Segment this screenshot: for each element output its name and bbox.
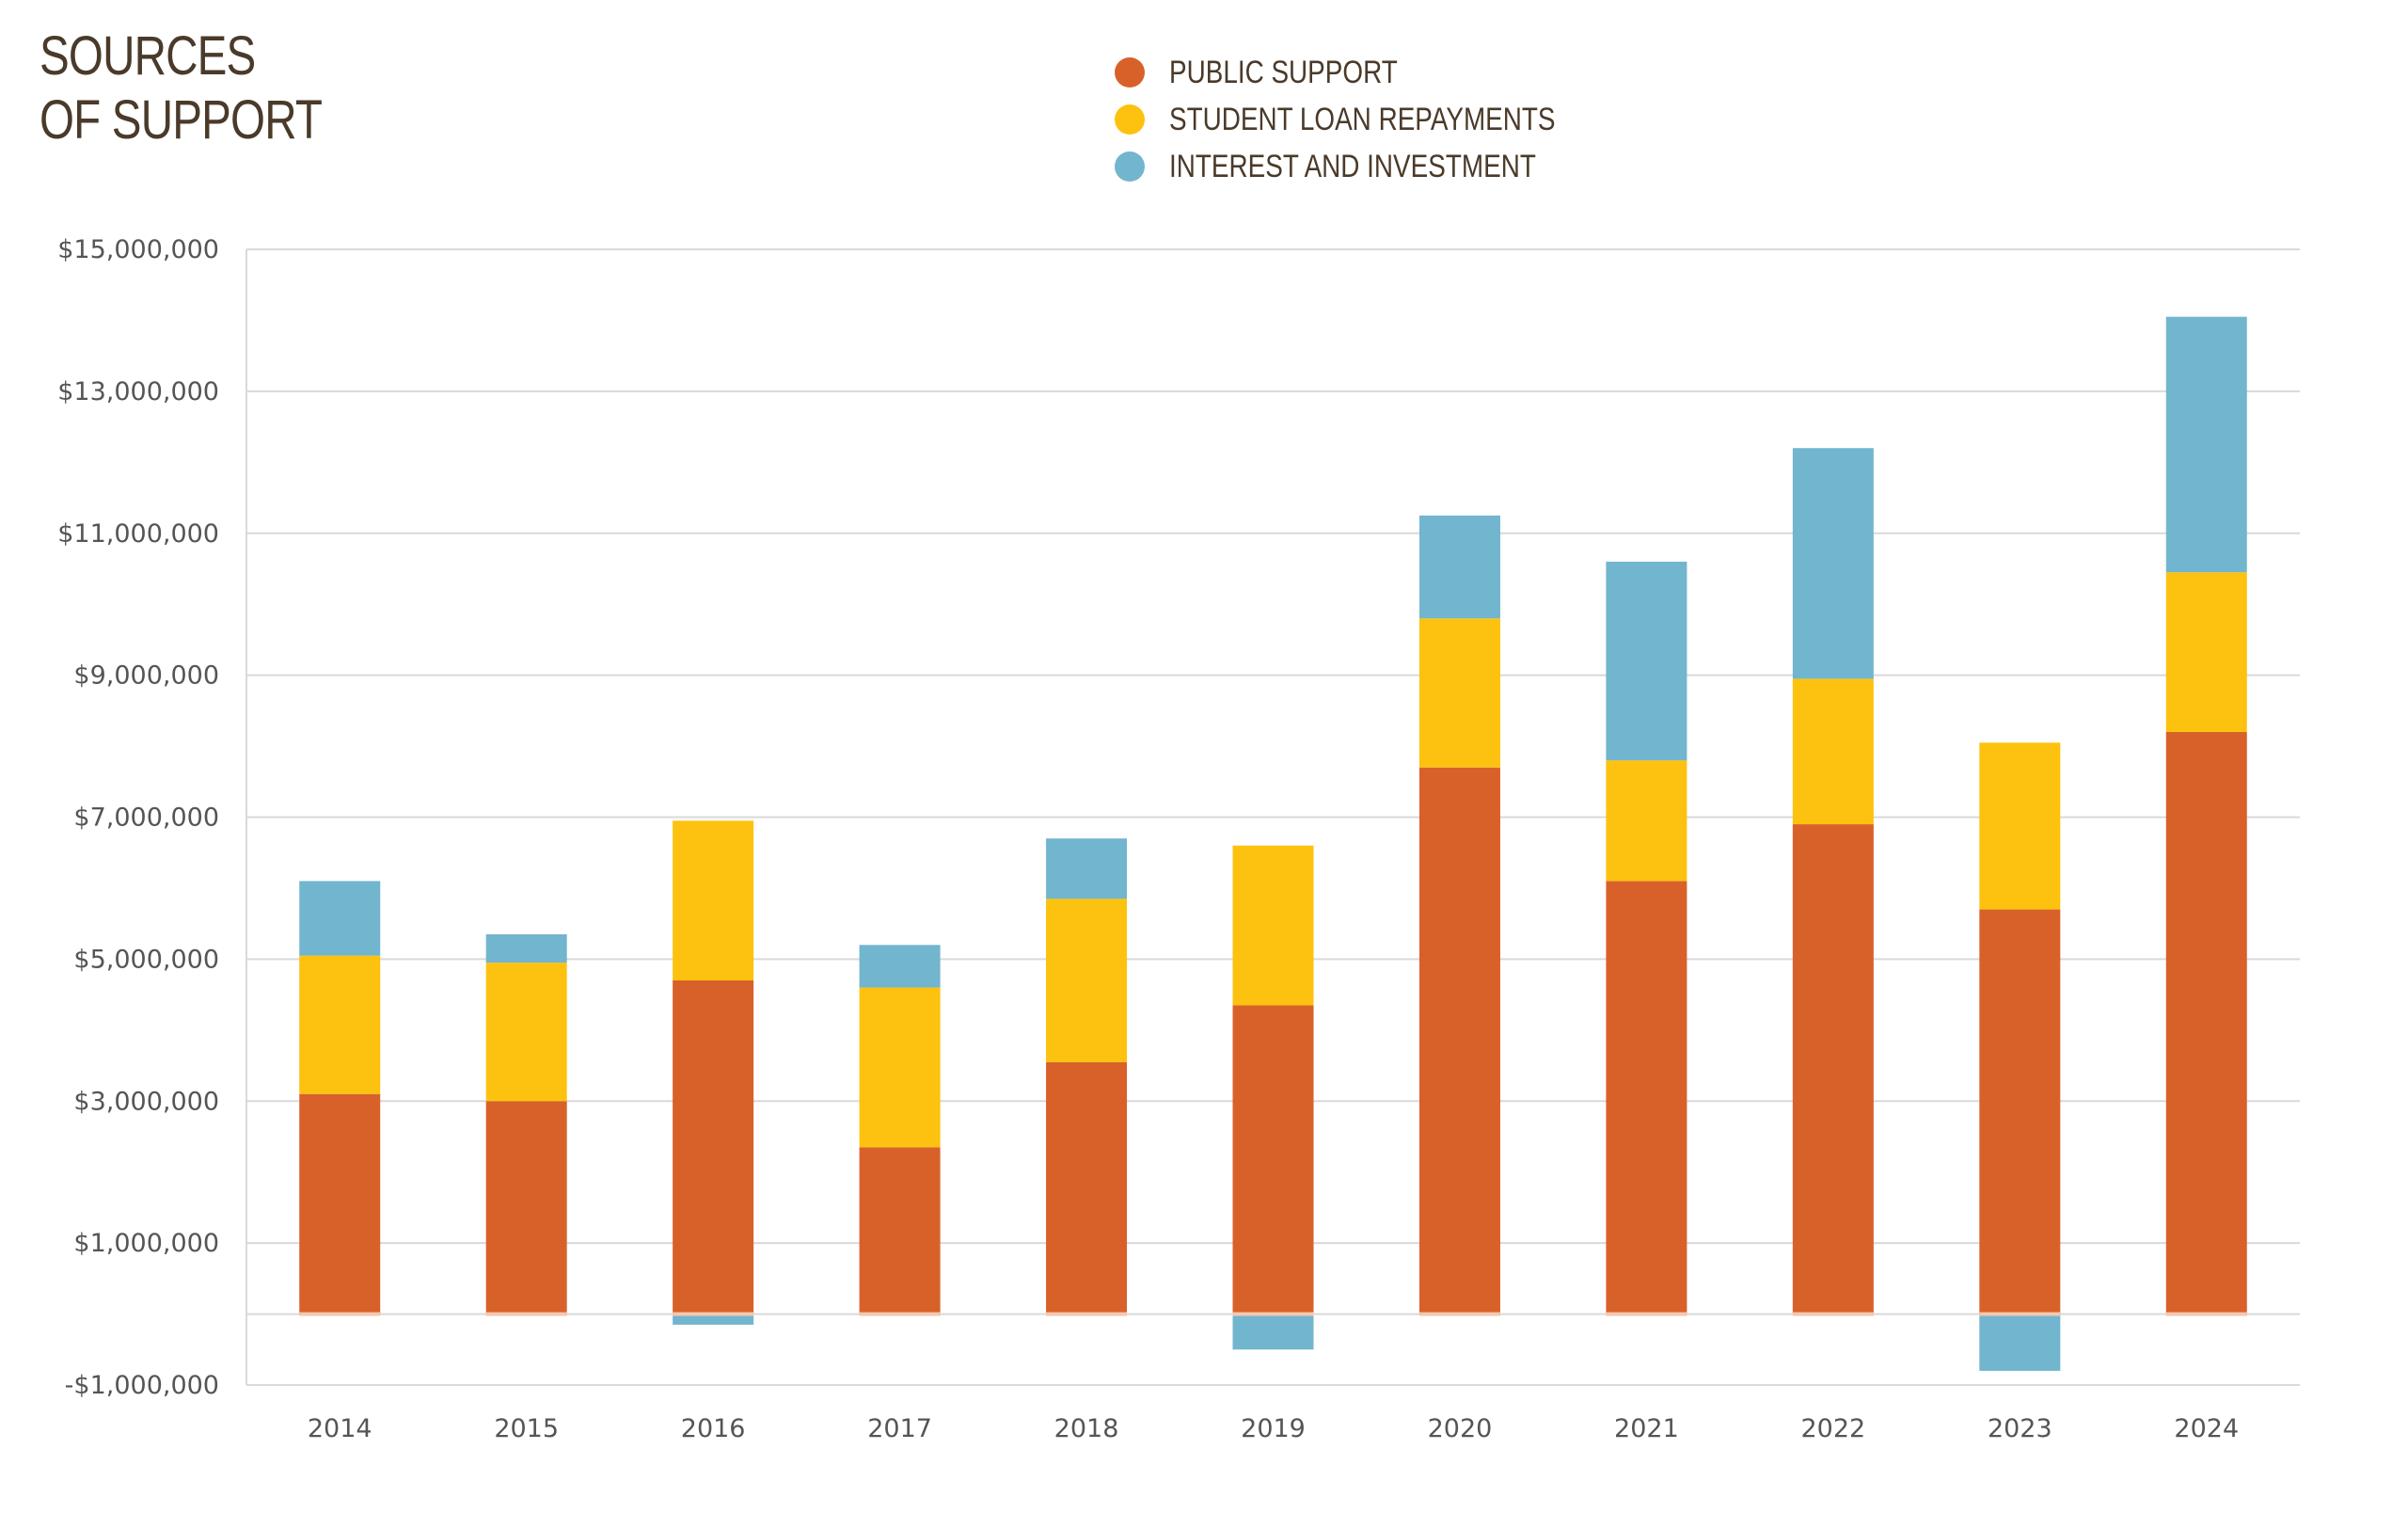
bar-segment-2 (1792, 448, 1874, 679)
y-tick-labels: -$1,000,000 $1,000,000 $3,000,000 $5,000,00… (57, 235, 219, 1400)
bar-segment-2 (1232, 1314, 1314, 1350)
legend-item-student-loan: STUDENT LOAN REPAYMENTS (1115, 96, 1640, 143)
legend: PUBLIC SUPPORT STUDENT LOAN REPAYMENTS I… (1115, 49, 1640, 190)
bar-baseline-mark (1232, 1312, 1314, 1316)
bar-baseline-mark (2165, 1312, 2247, 1316)
bar-segment-1 (1792, 678, 1874, 825)
legend-label-student-loan: STUDENT LOAN REPAYMENTS (1169, 101, 1556, 137)
x-tick-label: 2014 (308, 1414, 372, 1443)
bar-segment-2 (1046, 838, 1128, 900)
y-tick-label: $11,000,000 (57, 519, 219, 549)
bar-baseline-mark (1606, 1312, 1687, 1316)
x-tick-label: 2015 (494, 1414, 559, 1443)
x-tick-label: 2019 (1241, 1414, 1306, 1443)
bar-baseline-mark (1979, 1312, 2061, 1316)
bar-baseline-mark (673, 1312, 754, 1316)
legend-item-public-support: PUBLIC SUPPORT (1115, 49, 1640, 96)
bar-baseline-mark (485, 1312, 567, 1316)
bar-baseline-mark (859, 1312, 941, 1316)
bar-segment-0 (1046, 1061, 1128, 1314)
x-tick-label: 2017 (867, 1414, 932, 1443)
x-tick-label: 2023 (1988, 1414, 2052, 1443)
x-tick-label: 2021 (1614, 1414, 1679, 1443)
bar-segment-1 (673, 820, 754, 981)
y-tick-label: $9,000,000 (73, 661, 219, 691)
bar-segment-2 (1418, 515, 1500, 619)
bar-segment-1 (1979, 742, 2061, 910)
bar-segment-1 (1418, 618, 1500, 768)
bar-segment-2 (1979, 1314, 2061, 1371)
bar-segment-0 (1418, 767, 1500, 1314)
bar-segment-2 (1606, 561, 1687, 761)
bar-segment-2 (299, 881, 381, 956)
bar-segment-0 (859, 1147, 941, 1314)
y-tick-label: $5,000,000 (73, 945, 219, 974)
chart-title: SOURCES OF SUPPORT (40, 24, 323, 152)
x-tick-label: 2022 (1801, 1414, 1866, 1443)
chart-title-line-1: SOURCES (40, 25, 256, 87)
y-tick-label: $1,000,000 (73, 1229, 219, 1258)
bar-segment-0 (1606, 881, 1687, 1314)
y-tick-label: $7,000,000 (73, 804, 219, 833)
legend-swatch-student-loan (1115, 104, 1145, 135)
y-tick-label: $3,000,000 (73, 1087, 219, 1116)
bar-baseline-mark (1418, 1312, 1500, 1316)
bar-segment-0 (2165, 731, 2247, 1314)
bar-segment-2 (673, 1314, 754, 1325)
bar-segment-1 (485, 963, 567, 1102)
bar-segment-1 (1606, 760, 1687, 882)
bar-segment-1 (859, 987, 941, 1148)
bar-segment-1 (299, 955, 381, 1094)
bar-segment-0 (1232, 1005, 1314, 1314)
bar-segment-0 (485, 1101, 567, 1314)
x-tick-label: 2020 (1428, 1414, 1493, 1443)
bar-segment-1 (1046, 899, 1128, 1062)
bar-segment-0 (673, 980, 754, 1314)
x-tick-labels: 2014 2015 2016 2017 2018 2019 2020 2021 2022 2023… (308, 1414, 2239, 1443)
bar-segment-2 (859, 945, 941, 988)
legend-swatch-interest (1115, 151, 1145, 182)
bar-segment-0 (299, 1093, 381, 1314)
bar-baseline-mark (1046, 1312, 1128, 1316)
legend-label-public-support: PUBLIC SUPPORT (1169, 54, 1398, 90)
y-tick-label: $13,000,000 (57, 377, 219, 406)
y-tick-label: $15,000,000 (57, 235, 219, 264)
bar-segment-1 (2165, 572, 2247, 732)
bar-segment-0 (1792, 824, 1874, 1314)
bars (299, 316, 2247, 1371)
chart-title-line-2: OF SUPPORT (40, 89, 323, 151)
x-tick-label: 2018 (1054, 1414, 1119, 1443)
legend-label-interest: INTEREST AND INVESTMENT (1169, 148, 1536, 184)
y-tick-label: -$1,000,000 (65, 1371, 219, 1400)
bar-baseline-mark (299, 1312, 381, 1316)
legend-swatch-public-support (1115, 57, 1145, 88)
bar-baseline-mark (1792, 1312, 1874, 1316)
legend-item-interest: INTEREST AND INVESTMENT (1115, 143, 1640, 190)
bar-segment-2 (2165, 316, 2247, 573)
bar-segment-0 (1979, 909, 2061, 1314)
x-tick-label: 2024 (2174, 1414, 2239, 1443)
bar-segment-1 (1232, 845, 1314, 1006)
x-tick-label: 2016 (681, 1414, 746, 1443)
bar-segment-2 (485, 933, 567, 964)
